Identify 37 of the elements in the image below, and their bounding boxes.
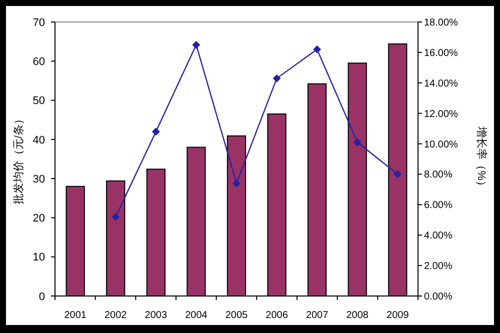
- y-tick-label: 0: [38, 290, 45, 303]
- point: [353, 138, 362, 146]
- y-tick-label: 70: [32, 16, 45, 29]
- x-tick-label: 2003: [144, 310, 168, 321]
- y-axis-title: 批发均价（元/条）: [13, 113, 25, 205]
- point: [313, 45, 322, 54]
- x-tick-label: 2004: [185, 310, 208, 321]
- point: [272, 74, 281, 82]
- y2-tick-label: 10.00%: [424, 139, 458, 150]
- y2-tick-label: 2.00%: [424, 261, 452, 272]
- x-tick-label: 2006: [266, 310, 288, 321]
- y2-tick-label: 14.00%: [424, 78, 458, 90]
- point: [394, 170, 402, 178]
- y2-tick-label: 0.00%: [424, 292, 452, 302]
- x-tick-label: 2002: [104, 310, 128, 321]
- point: [152, 128, 160, 136]
- point: [232, 179, 240, 188]
- point: [112, 212, 120, 221]
- x-tick-label: 2009: [386, 310, 410, 321]
- x-tick-label: 2001: [64, 310, 87, 321]
- y-tick-label: 50: [32, 95, 45, 108]
- y-tick-label: 40: [32, 134, 45, 146]
- x-tick-label: 2007: [306, 310, 329, 321]
- y2-tick-label: 6.00%: [424, 200, 452, 212]
- point: [192, 40, 200, 49]
- y2-tick-label: 18.00%: [424, 18, 458, 28]
- y2-tick-label: 8.00%: [424, 170, 452, 181]
- x-tick-label: 2005: [225, 310, 248, 321]
- y-tick-label: 20: [32, 212, 45, 225]
- y-tick-label: 30: [32, 173, 45, 186]
- y-tick-label: 10: [32, 252, 45, 264]
- y2-tick-label: 12.00%: [424, 108, 458, 120]
- y2-tick-label: 4.00%: [424, 230, 452, 242]
- x-tick-label: 2008: [346, 310, 369, 321]
- y2-tick-label: 16.00%: [424, 48, 458, 59]
- y-tick-label: 60: [32, 56, 45, 68]
- y2-axis-title: 增长率（%）: [475, 126, 488, 192]
